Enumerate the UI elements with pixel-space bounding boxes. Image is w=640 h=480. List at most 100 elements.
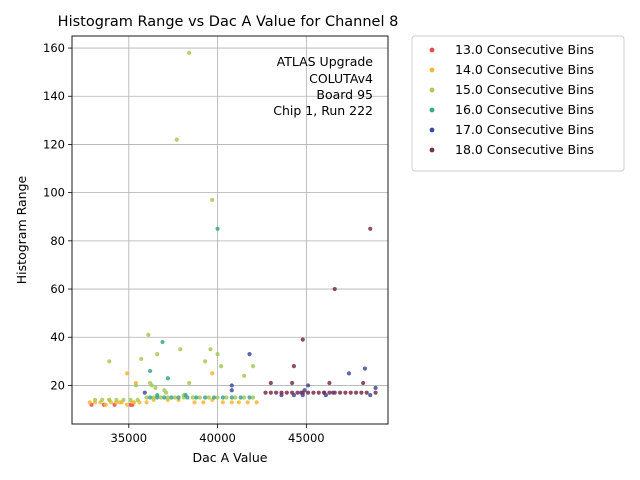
data-point-series-1	[192, 400, 197, 405]
data-point-series-5	[300, 390, 305, 395]
data-point-series-1	[124, 371, 130, 376]
data-point-series-1	[210, 371, 215, 376]
y-tick-label: 40	[50, 330, 65, 344]
data-point-series-3	[203, 395, 208, 400]
data-point-series-1	[236, 400, 241, 405]
data-point-series-2	[203, 359, 208, 364]
data-point-series-2	[187, 50, 192, 55]
x-axis-ticks: 35000 40000 45000	[111, 424, 325, 445]
data-point-series-4	[229, 388, 234, 393]
data-point-series-1	[144, 400, 149, 405]
data-point-series-2	[210, 197, 215, 202]
data-point-series-5	[343, 390, 348, 395]
x-tick-label: 45000	[288, 431, 325, 445]
y-tick-label: 100	[43, 186, 65, 200]
data-point-series-1	[103, 402, 108, 407]
data-point-series-5	[353, 390, 359, 395]
legend-marker	[429, 147, 435, 153]
data-point-series-5	[348, 390, 353, 395]
y-tick-label: 160	[43, 41, 65, 55]
data-point-series-5	[295, 390, 300, 395]
data-point-series-5	[359, 390, 364, 395]
data-point-series-3	[247, 395, 252, 400]
y-axis-label: Histogram Range	[14, 175, 29, 284]
y-tick-label: 60	[50, 282, 65, 296]
data-point-series-2	[233, 395, 238, 400]
data-point-series-1	[254, 400, 259, 405]
data-point-series-2	[215, 352, 220, 357]
data-point-series-4	[346, 371, 352, 376]
data-point-series-2	[100, 397, 105, 403]
data-point-series-2	[174, 137, 179, 142]
data-point-series-2	[158, 395, 163, 400]
x-axis-label: Dac A Value	[193, 450, 268, 465]
data-point-series-3	[148, 395, 153, 400]
legend-label: 14.0 Consecutive Bins	[455, 62, 594, 77]
y-tick-label: 20	[50, 378, 65, 392]
data-point-series-2	[139, 356, 144, 362]
data-point-series-2	[144, 395, 149, 400]
data-point-series-2	[250, 364, 256, 369]
data-point-series-5	[284, 390, 289, 395]
y-axis-ticks: 20 40 60 80 100 120 140 160	[43, 41, 72, 392]
data-point-series-3	[148, 368, 153, 374]
data-point-series-2	[208, 347, 213, 352]
data-point-series-5	[327, 390, 332, 395]
data-point-series-3	[211, 395, 217, 400]
data-point-series-2	[153, 385, 158, 390]
data-point-series-3	[176, 395, 181, 400]
data-point-series-3	[183, 392, 188, 398]
data-point-series-5	[337, 390, 343, 395]
data-point-series-1	[124, 402, 130, 407]
data-point-series-3	[162, 395, 167, 400]
data-point-series-3	[169, 395, 174, 400]
data-point-series-5	[361, 380, 366, 386]
data-point-series-3	[165, 376, 170, 381]
data-point-series-2	[187, 380, 192, 386]
data-point-series-2	[148, 380, 153, 386]
data-point-series-2	[146, 332, 151, 337]
data-point-series-5	[327, 380, 332, 386]
data-point-series-5	[311, 390, 316, 395]
data-point-series-5	[263, 390, 268, 395]
data-point-series-3	[238, 395, 243, 400]
legend-marker	[429, 87, 435, 93]
data-point-series-5	[300, 337, 305, 342]
data-point-series-3	[155, 392, 160, 398]
data-point-series-1	[87, 400, 92, 405]
data-point-series-1	[229, 400, 234, 405]
annotation-line-3: Board 95	[316, 87, 373, 102]
data-point-series-5	[268, 390, 273, 395]
annotation-line-4: Chip 1, Run 222	[273, 103, 373, 118]
data-point-series-2	[172, 395, 178, 400]
legend-marker	[429, 67, 435, 73]
data-point-series-5	[332, 390, 337, 395]
data-point-series-2	[155, 352, 160, 357]
data-point-series-2	[224, 395, 229, 400]
y-tick-label: 120	[43, 137, 65, 151]
x-tick-label: 35000	[111, 431, 148, 445]
data-point-series-2	[163, 390, 169, 395]
annotation-text: ATLAS Upgrade COLUTAv4 Board 95 Chip 1, …	[273, 54, 373, 118]
data-point-series-2	[190, 395, 195, 400]
data-point-series-2	[215, 395, 220, 400]
data-point-series-3	[194, 395, 199, 400]
data-point-series-2	[178, 347, 183, 352]
legend-label: 13.0 Consecutive Bins	[455, 42, 594, 57]
data-point-series-2	[242, 373, 247, 378]
data-point-series-5	[268, 380, 273, 386]
data-point-series-4	[247, 352, 252, 357]
legend-label: 17.0 Consecutive Bins	[455, 122, 594, 137]
legend-label: 18.0 Consecutive Bins	[455, 142, 594, 157]
legend: 13.0 Consecutive Bins 14.0 Consecutive Bi…	[411, 35, 625, 172]
data-point-series-2	[250, 395, 256, 400]
data-point-series-1	[117, 400, 123, 405]
data-point-series-5	[274, 390, 279, 395]
data-point-series-2	[133, 383, 139, 388]
data-point-series-5	[373, 390, 378, 395]
data-point-series-2	[151, 395, 156, 400]
y-tick-label: 140	[43, 89, 65, 103]
data-point-series-5	[332, 286, 337, 292]
data-point-series-3	[229, 395, 234, 400]
data-point-series-5	[290, 380, 295, 386]
